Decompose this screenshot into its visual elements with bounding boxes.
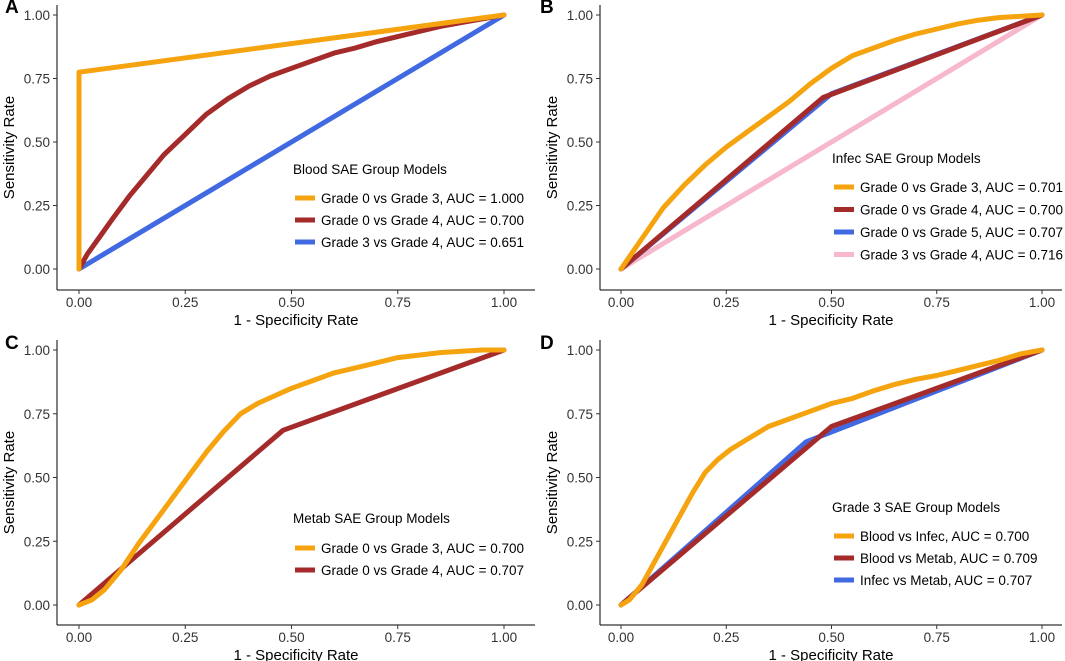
series-line-2 [76,347,507,608]
y-tick-label: 0.25 [24,534,50,549]
y-tick-label: 1.00 [567,8,593,23]
series-line-1 [76,12,507,272]
series-line-1 [618,12,1045,272]
x-tick-label: 0.25 [713,630,739,645]
legend-label: Blood vs Infec, AUC = 0.700 [860,529,1029,544]
series-line-2 [76,12,507,272]
x-tick-label: 0.50 [818,630,844,645]
y-tick-label: 1.00 [24,8,50,23]
y-axis-title: Sensitivity Rate [544,431,561,534]
panel-letter: A [5,0,19,18]
legend-label: Grade 0 vs Grade 3, AUC = 0.700 [321,541,524,556]
legend-label: Grade 0 vs Grade 3, AUC = 1.000 [321,191,524,206]
series-line-1 [76,347,507,608]
y-axis-title: Sensitivity Rate [1,96,18,199]
x-tick-label: 0.75 [924,630,950,645]
x-tick-label: 1.00 [491,295,517,310]
x-tick-label: 1.00 [1029,295,1055,310]
series-line-2 [618,12,1045,272]
x-tick-label: 0.25 [713,295,739,310]
x-tick-label: 0.00 [608,630,634,645]
y-axis-title: Sensitivity Rate [544,96,561,199]
panel-A: A 0.00 0.00 0.25 0.25 0.50 0.50 0.75 0.75 1.00 1.0… [1,0,535,329]
x-tick-label: 0.25 [172,295,198,310]
panel-C: C 0.00 0.00 0.25 0.25 0.50 0.50 0.75 0.75 1.00 1.0… [1,333,535,661]
x-axis-title: 1 - Specificity Rate [233,312,358,329]
panel-letter: C [5,333,19,354]
legend-label: Infec vs Metab, AUC = 0.707 [860,573,1032,588]
y-tick-label: 0.50 [24,135,50,150]
series-line-4 [618,12,1045,272]
x-tick-label: 0.50 [278,630,304,645]
y-tick-label: 0.75 [567,407,593,422]
legend-label: Grade 3 vs Grade 4, AUC = 0.651 [321,235,524,250]
legend-label: Grade 0 vs Grade 3, AUC = 0.701 [860,180,1063,195]
legend-label: Grade 0 vs Grade 4, AUC = 0.700 [860,203,1063,218]
y-tick-label: 0.75 [24,72,50,87]
legend-label: Blood vs Metab, AUC = 0.709 [860,551,1037,566]
y-tick-label: 1.00 [567,343,593,358]
x-axis-title: 1 - Specificity Rate [768,647,893,661]
x-tick-label: 0.75 [924,295,950,310]
y-tick-label: 0.25 [567,199,593,214]
legend-title: Metab SAE Group Models [293,511,450,526]
y-tick-label: 0.00 [567,598,593,613]
x-tick-label: 0.75 [385,630,411,645]
y-tick-label: 0.00 [24,598,50,613]
legend-label: Grade 0 vs Grade 5, AUC = 0.707 [860,225,1063,240]
series-line-1 [618,347,1045,608]
x-axis-title: 1 - Specificity Rate [233,647,358,661]
series-line-2 [618,347,1045,608]
y-tick-label: 0.75 [24,407,50,422]
x-tick-label: 0.00 [66,630,92,645]
y-tick-label: 0.50 [567,471,593,486]
panel-B: B 0.00 0.00 0.25 0.25 0.50 0.50 0.75 0.75 1.00 1.0… [540,0,1063,329]
panel-D: D 0.00 0.00 0.25 0.25 0.50 0.50 0.75 0.75 1.00 1.0… [540,333,1062,661]
panel-letter: D [540,333,554,354]
x-tick-label: 0.75 [385,295,411,310]
x-tick-label: 0.25 [172,630,198,645]
y-tick-label: 0.25 [24,199,50,214]
legend-title: Infec SAE Group Models [832,151,981,166]
x-tick-label: 0.00 [66,295,92,310]
series-line-3 [76,12,507,272]
panel-letter: B [540,0,554,18]
legend-label: Grade 0 vs Grade 4, AUC = 0.700 [321,213,524,228]
x-tick-label: 1.00 [1029,630,1055,645]
legend-label: Grade 0 vs Grade 4, AUC = 0.707 [321,563,524,578]
y-tick-label: 0.75 [567,72,593,87]
y-tick-label: 0.25 [567,534,593,549]
y-tick-label: 0.50 [24,471,50,486]
legend-title: Blood SAE Group Models [293,162,447,177]
y-tick-label: 0.00 [567,262,593,277]
x-axis-title: 1 - Specificity Rate [768,312,893,329]
y-tick-label: 0.50 [567,135,593,150]
x-tick-label: 0.50 [818,295,844,310]
x-tick-label: 0.00 [608,295,634,310]
x-tick-label: 1.00 [491,630,517,645]
y-axis-title: Sensitivity Rate [1,431,18,534]
legend-label: Grade 3 vs Grade 4, AUC = 0.716 [860,248,1063,263]
y-tick-label: 0.00 [24,262,50,277]
series-line-3 [618,347,1045,608]
legend-title: Grade 3 SAE Group Models [832,500,1000,515]
x-tick-label: 0.50 [278,295,304,310]
y-tick-label: 1.00 [24,343,50,358]
